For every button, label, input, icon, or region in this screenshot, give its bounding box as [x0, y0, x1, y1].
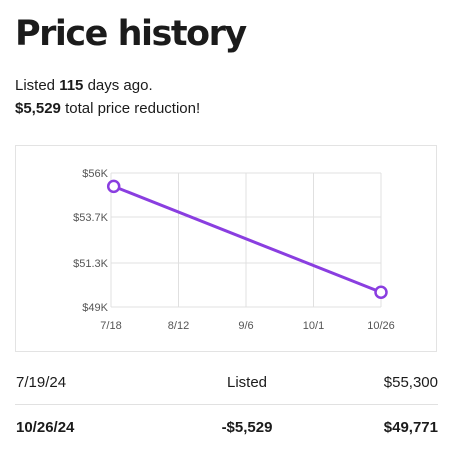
x-tick-label: 8/12: [168, 320, 189, 332]
history-row: 10/26/24 -$5,529 $49,771: [15, 419, 438, 439]
history-event: Listed: [226, 374, 268, 391]
y-tick-label: $51.3K: [73, 258, 109, 270]
price-chart-svg: $56K $53.7K $51.3K $49K 7/18 8/12 9/6 10/1 10/26: [73, 168, 395, 332]
price-reduction-text: $5,529 total price reduction!: [15, 100, 200, 117]
x-tick-label: 10/1: [303, 320, 324, 332]
history-date: 7/19/24: [16, 374, 67, 391]
price-history-chart: $56K $53.7K $51.3K $49K 7/18 8/12 9/6 10/1 10/26: [15, 145, 437, 352]
history-price: $55,300: [383, 374, 438, 391]
history-event: -$5,529: [221, 419, 273, 436]
reduction-suffix: total price reduction!: [65, 100, 201, 117]
x-tick-label: 7/18: [100, 320, 121, 332]
y-tick-label: $53.7K: [73, 212, 109, 224]
history-price: $49,771: [383, 419, 438, 436]
price-point: [374, 285, 388, 299]
history-date: 10/26/24: [16, 419, 75, 436]
y-tick-label: $49K: [82, 302, 108, 314]
reduction-amount: $5,529: [15, 100, 61, 117]
y-tick-label: $56K: [82, 168, 108, 180]
price-point: [106, 179, 121, 194]
listed-prefix: Listed: [15, 77, 56, 94]
row-divider: [15, 404, 438, 405]
price-line: [113, 185, 382, 294]
listed-suffix: days ago.: [87, 77, 153, 94]
x-tick-label: 9/6: [238, 320, 253, 332]
history-row: 7/19/24 Listed $55,300: [15, 374, 438, 394]
listed-days-count: 115: [59, 77, 84, 94]
x-tick-label: 10/26: [367, 320, 395, 332]
listed-days-text: Listed 115 days ago.: [15, 77, 153, 94]
page-title: Price history: [15, 14, 247, 54]
